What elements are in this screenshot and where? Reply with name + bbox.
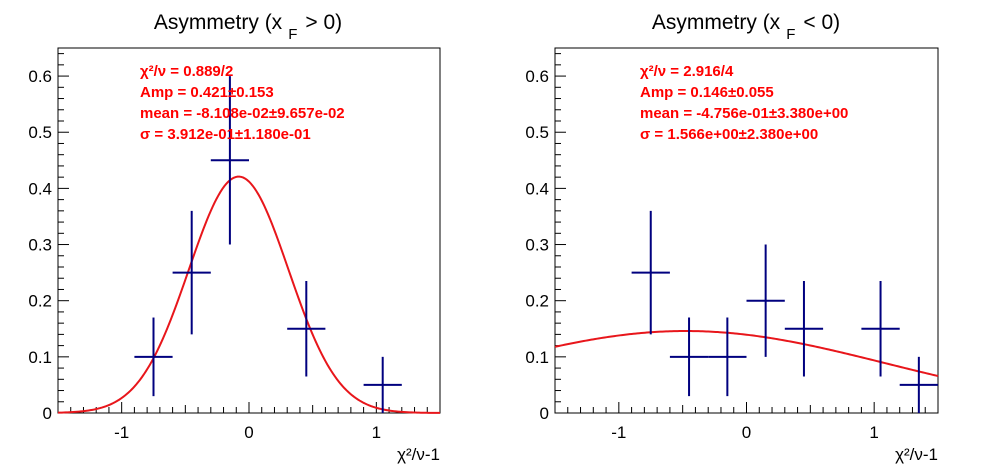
title-tail: > 0) bbox=[305, 11, 342, 34]
y-tick-label: 0.5 bbox=[28, 123, 52, 142]
title-main: Asymmetry (x bbox=[652, 11, 781, 34]
right-panel: Asymmetry (x F < 0) 0 0.1 0.2 0.3 0.4 0.5 0.6 -1 0 1… bbox=[525, 11, 939, 464]
x-tick-label: -1 bbox=[611, 423, 626, 442]
x-tick-label: 1 bbox=[869, 423, 878, 442]
y-tick-label: 0.6 bbox=[28, 67, 52, 86]
y-tick-label: 0.4 bbox=[525, 179, 549, 198]
y-tick-label: 0.2 bbox=[525, 292, 549, 311]
data-point bbox=[134, 317, 173, 397]
x-tick-label: 1 bbox=[372, 423, 381, 442]
y-tick-label: 0.5 bbox=[525, 123, 549, 142]
data-point bbox=[708, 317, 747, 397]
data-point bbox=[669, 317, 709, 397]
y-tick-label: 0 bbox=[43, 404, 52, 423]
y-tick-label: 0.1 bbox=[525, 348, 549, 367]
y-tick-label: 0.2 bbox=[28, 292, 52, 311]
data-point bbox=[172, 210, 211, 335]
y-tick-label: 0.1 bbox=[28, 348, 52, 367]
data-point bbox=[210, 76, 249, 245]
fit-stat-line: σ = 3.912e-01±1.180e-01 bbox=[140, 126, 311, 143]
title-main: Asymmetry (x bbox=[154, 11, 283, 34]
fit-stat-line: σ = 1.566e+00±2.380e+00 bbox=[640, 126, 818, 143]
data-point bbox=[363, 356, 402, 413]
x-axis-label: χ²/ν-1 bbox=[895, 445, 938, 464]
x-tick-label: -1 bbox=[114, 423, 129, 442]
x-tick-label: 0 bbox=[244, 423, 253, 442]
fit-stat-line: χ²/ν = 0.889/2 bbox=[140, 63, 233, 80]
y-tick-label: 0.6 bbox=[525, 67, 549, 86]
y-tick-label: 0.4 bbox=[28, 179, 52, 198]
y-tick-label: 0.3 bbox=[28, 236, 52, 255]
fit-stat-line: Amp = 0.421±0.153 bbox=[140, 84, 274, 101]
data-point bbox=[746, 244, 785, 357]
y-tick-label: 0 bbox=[540, 404, 549, 423]
fit-stat-line: χ²/ν = 2.916/4 bbox=[640, 63, 734, 80]
left-fit-curve bbox=[57, 175, 441, 414]
data-point bbox=[784, 281, 824, 377]
data-point bbox=[287, 281, 326, 377]
data-point bbox=[861, 281, 900, 377]
x-axis-label: χ²/ν-1 bbox=[397, 445, 440, 464]
title-tail: < 0) bbox=[803, 11, 840, 34]
left-panel: Asymmetry (x F > 0) 0 0.1 0.2 0.3 0.4 0.5 0.6 -1 0 1… bbox=[28, 11, 441, 464]
x-tick-label: 0 bbox=[742, 423, 751, 442]
fit-stat-line: mean = -4.756e-01±3.380e+00 bbox=[640, 105, 848, 122]
title-subscript: F bbox=[288, 26, 297, 43]
fit-stat-line: mean = -8.108e-02±9.657e-02 bbox=[140, 105, 345, 122]
title-subscript: F bbox=[786, 26, 795, 43]
data-point bbox=[899, 356, 938, 413]
y-tick-label: 0.3 bbox=[525, 236, 549, 255]
right-fit-curve bbox=[554, 330, 939, 377]
fit-stat-line: Amp = 0.146±0.055 bbox=[640, 84, 774, 101]
right-chart-title: Asymmetry (x F < 0) bbox=[652, 11, 840, 43]
data-point bbox=[631, 210, 670, 335]
left-chart-title: Asymmetry (x F > 0) bbox=[154, 11, 342, 43]
